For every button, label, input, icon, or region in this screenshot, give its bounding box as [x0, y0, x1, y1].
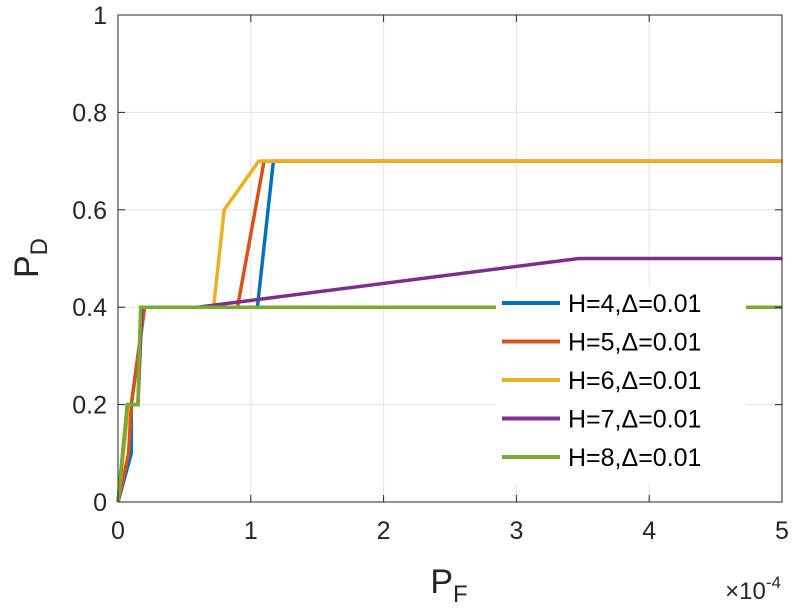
- legend-item: H=6,Δ=0.01: [502, 367, 701, 395]
- x-axis-label-sub: F: [453, 581, 468, 608]
- y-axis-label: PD: [8, 238, 53, 278]
- x-tick-label: 5: [775, 517, 789, 545]
- legend-label: H=5,Δ=0.01: [568, 329, 701, 357]
- y-tick-label: 0.2: [72, 392, 107, 420]
- y-tick-label: 0.8: [72, 99, 107, 127]
- x-tick-label: 4: [642, 517, 656, 545]
- axes-box: [117, 14, 783, 503]
- tick-labels: 0 1 2 3 4 5 0 0.2 0.4 0.6 0.8 1: [72, 2, 789, 545]
- legend-label: H=8,Δ=0.01: [568, 444, 701, 472]
- y-tick-label: 1: [93, 2, 107, 30]
- legend-item: H=8,Δ=0.01: [502, 444, 701, 472]
- y-tick-label: 0.4: [72, 294, 107, 322]
- y-tick-label: 0.6: [72, 197, 107, 225]
- series-layer: [116, 159, 782, 503]
- x-axis-label: PF: [430, 563, 467, 608]
- y-axis-label-sub: D: [26, 238, 53, 255]
- x-exponent-power: -4: [766, 573, 781, 592]
- tick-marks: [117, 14, 783, 503]
- x-tick-label: 1: [244, 517, 258, 545]
- x-tick-label: 3: [509, 517, 523, 545]
- legend-box: [496, 286, 746, 485]
- y-tick-label: 0: [93, 489, 107, 517]
- legend-item: H=5,Δ=0.01: [502, 329, 701, 357]
- legend-label: H=7,Δ=0.01: [568, 406, 701, 434]
- legend-label: H=4,Δ=0.01: [568, 290, 701, 318]
- legend: H=4,Δ=0.01 H=5,Δ=0.01 H=6,Δ=0.01 H=7,Δ=0.01…: [496, 286, 746, 485]
- x-tick-label: 2: [377, 517, 391, 545]
- legend-label: H=6,Δ=0.01: [568, 367, 701, 395]
- x-exponent-base: ×10: [725, 578, 766, 605]
- x-tick-label: 0: [111, 517, 125, 545]
- legend-item: H=4,Δ=0.01: [502, 290, 701, 318]
- series-line-5: [116, 305, 782, 503]
- legend-item: H=7,Δ=0.01: [502, 406, 701, 434]
- x-axis-label-main: P: [430, 563, 453, 601]
- x-axis-exponent: ×10-4: [725, 573, 781, 605]
- y-axis-label-main: P: [8, 255, 46, 278]
